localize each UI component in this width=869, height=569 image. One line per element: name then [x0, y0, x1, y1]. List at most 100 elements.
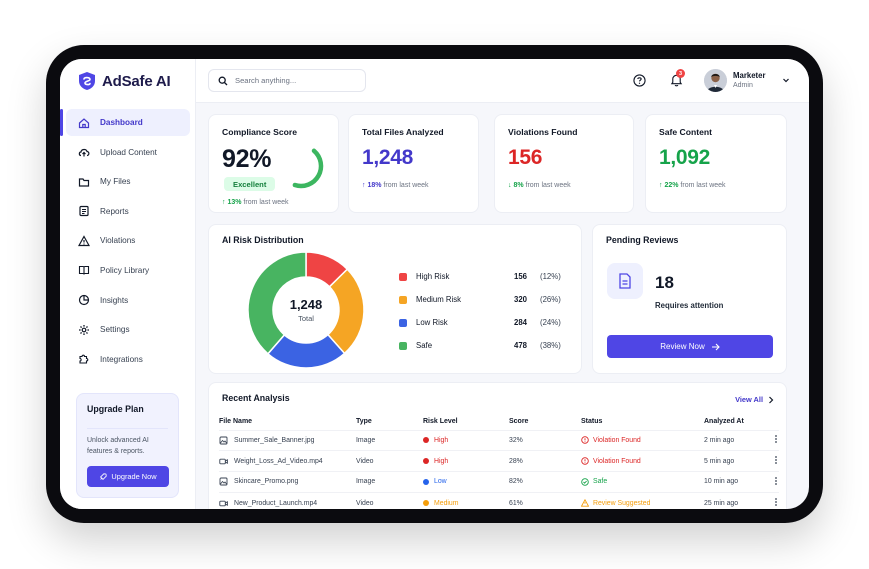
more-vertical-icon[interactable] [774, 476, 778, 486]
review-now-button[interactable]: Review Now [607, 335, 773, 358]
column-header: Risk Level [423, 417, 458, 425]
type-cell: Image [356, 429, 423, 451]
review-now-label: Review Now [660, 342, 705, 351]
legend-label: High Risk [416, 272, 450, 281]
legend-item: Safe 478 (38%) [399, 334, 569, 357]
sidebar-item-insights[interactable]: Insights [66, 287, 190, 314]
column-header-actions [774, 413, 779, 430]
risk-cell: Low [423, 471, 509, 493]
legend-percent: (26%) [540, 295, 561, 304]
view-all-link[interactable]: View All [735, 395, 774, 404]
alert-circle-icon [581, 457, 589, 465]
row-actions-cell [774, 471, 779, 493]
pending-count: 18 [655, 273, 674, 292]
legend-item: Medium Risk 320 (26%) [399, 288, 569, 311]
user-name[interactable]: Marketer [733, 71, 766, 80]
sidebar-item-upload-content[interactable]: Upload Content [66, 139, 190, 166]
safe-content-trend-text: from last week [680, 182, 726, 189]
file-name-cell: Weight_Loss_Ad_Video.mp4 [219, 450, 356, 472]
device-frame: AdSafe AI Dashboard Upload Content My File… [46, 45, 823, 523]
file-name-cell: Summer_Sale_Banner.jpg [219, 429, 356, 451]
file-name[interactable]: Skincare_Promo.png [234, 478, 299, 486]
view-all-label: View All [735, 395, 763, 404]
rocket-icon [100, 472, 108, 480]
analyzed-at-cell: 25 min ago [704, 491, 774, 509]
legend-swatch [399, 318, 407, 327]
legend-label: Low Risk [416, 318, 448, 327]
sidebar-item-policy-library[interactable]: Policy Library [66, 257, 190, 284]
sidebar-item-label: Upload Content [100, 147, 157, 157]
total-files-trend-text: from last week [383, 182, 429, 189]
file-name[interactable]: New_Product_Launch.mp4 [234, 499, 318, 507]
home-icon [78, 117, 90, 128]
recent-analysis-card: Recent Analysis View All File Name Type Ri… [208, 382, 787, 509]
help-icon[interactable] [633, 74, 646, 87]
table-row[interactable]: Summer_Sale_Banner.jpg Image High 32% Violat… [219, 429, 779, 451]
sidebar: AdSafe AI Dashboard Upload Content My File… [60, 59, 196, 509]
puzzle-icon [79, 354, 89, 364]
donut-center-label: Total [298, 314, 314, 323]
legend-count: 284 [514, 318, 528, 327]
violations-title: Violations Found [508, 127, 578, 137]
image-file-icon [219, 478, 228, 486]
sidebar-item-settings[interactable]: Settings [66, 316, 190, 343]
row-actions-cell [774, 450, 779, 472]
legend-swatch [399, 341, 407, 350]
table-row[interactable]: Skincare_Promo.png Image Low 82% Safe 10 min … [219, 471, 779, 493]
document-icon [619, 273, 631, 289]
analyzed-at-cell: 10 min ago [704, 471, 774, 493]
score-cell: 28% [509, 450, 581, 472]
brand-logo[interactable]: AdSafe AI [78, 71, 171, 91]
risk-level: High [434, 436, 449, 444]
compliance-title: Compliance Score [222, 127, 297, 137]
violations-card: Violations Found 156 ↓ 8% from last week [494, 114, 634, 213]
chevron-down-icon[interactable] [782, 76, 790, 84]
risk-level: Low [434, 478, 447, 486]
table-row[interactable]: Weight_Loss_Ad_Video.mp4 Video High 28% Viol… [219, 450, 779, 472]
compliance-gauge [292, 148, 324, 189]
legend-count: 156 [514, 272, 528, 281]
violations-value: 156 [508, 146, 543, 169]
donut-slice-safe[interactable] [247, 251, 307, 355]
status-cell: Violation Found [581, 450, 704, 472]
shield-logo-icon [79, 72, 95, 90]
sidebar-item-violations[interactable]: Violations [66, 227, 190, 254]
compliance-trend: ↑ 13% from last week [222, 199, 289, 206]
search-input[interactable] [235, 76, 355, 85]
legend-swatch [399, 272, 407, 281]
sidebar-nav: Dashboard Upload Content My Files Reports Vi… [60, 109, 190, 375]
score-cell: 32% [509, 429, 581, 451]
file-name[interactable]: Weight_Loss_Ad_Video.mp4 [234, 457, 323, 465]
safe-content-value: 1,092 [659, 146, 711, 169]
top-bar: 3 Marketer Admin [196, 59, 809, 103]
app-screen: AdSafe AI Dashboard Upload Content My File… [60, 59, 809, 509]
column-header: Score [509, 417, 529, 425]
sidebar-item-my-files[interactable]: My Files [66, 168, 190, 195]
book-icon [78, 266, 90, 276]
file-name[interactable]: Summer_Sale_Banner.jpg [234, 436, 315, 444]
more-vertical-icon[interactable] [774, 434, 778, 444]
safe-content-trend: ↑ 22% from last week [659, 182, 726, 189]
avatar[interactable] [704, 69, 727, 92]
more-vertical-icon[interactable] [774, 455, 778, 465]
risk-distribution-card: AI Risk Distribution 1,248 Total High Ri… [208, 224, 582, 374]
risk-cell: Medium [423, 491, 509, 509]
sidebar-item-label: My Files [100, 177, 131, 187]
table-row[interactable]: New_Product_Launch.mp4 Video Medium 61% Revi… [219, 491, 779, 509]
brand-name: AdSafe AI [102, 72, 171, 90]
legend-count: 478 [514, 341, 528, 350]
search-box[interactable] [208, 69, 366, 92]
file-name-cell: Skincare_Promo.png [219, 471, 356, 493]
sidebar-item-integrations[interactable]: Integrations [66, 346, 190, 373]
safe-content-trend-value: ↑ 22% [659, 182, 679, 189]
upgrade-now-button[interactable]: Upgrade Now [87, 466, 169, 487]
more-vertical-icon[interactable] [774, 497, 778, 507]
warning-icon [581, 499, 589, 507]
risk-dot-icon [423, 437, 429, 444]
type-cell: Video [356, 450, 423, 472]
sidebar-item-label: Violations [100, 236, 136, 246]
risk-distribution-title: AI Risk Distribution [222, 235, 304, 245]
sidebar-item-dashboard[interactable]: Dashboard [60, 109, 190, 136]
avatar-person-icon [704, 69, 727, 92]
sidebar-item-reports[interactable]: Reports [66, 198, 190, 225]
